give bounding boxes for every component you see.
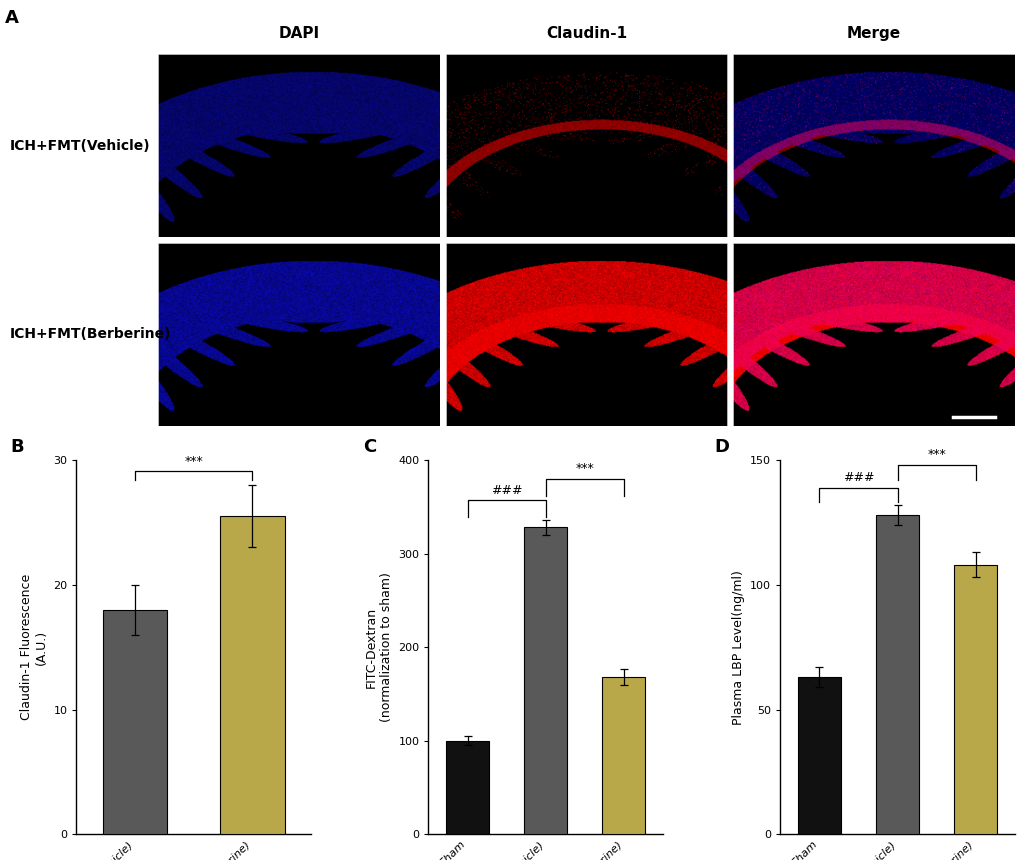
Text: B: B	[11, 438, 24, 456]
Text: ###: ###	[842, 470, 873, 484]
Text: ***: ***	[184, 455, 203, 468]
Text: D: D	[714, 438, 729, 456]
Text: Merge: Merge	[846, 26, 901, 41]
Text: DAPI: DAPI	[278, 26, 319, 41]
Y-axis label: Claudin-1 Fluorescence
(A.U.): Claudin-1 Fluorescence (A.U.)	[19, 574, 48, 721]
Text: ***: ***	[926, 448, 946, 461]
Text: Claudin-1: Claudin-1	[545, 26, 627, 41]
Bar	[524, 527, 567, 834]
Text: C: C	[363, 438, 376, 456]
Bar	[954, 565, 997, 834]
Bar	[220, 516, 284, 834]
Text: A: A	[5, 9, 19, 27]
Bar	[445, 740, 488, 834]
Bar	[875, 515, 918, 834]
Y-axis label: Plasma LBP Level(ng/ml): Plasma LBP Level(ng/ml)	[731, 569, 744, 725]
Bar	[103, 610, 167, 834]
Text: ICH+FMT(Vehicle): ICH+FMT(Vehicle)	[10, 138, 151, 153]
Text: ***: ***	[575, 462, 594, 475]
Bar	[797, 677, 840, 834]
Text: ###: ###	[490, 483, 522, 496]
Y-axis label: FITC-Dextran
(normalization to sham): FITC-Dextran (normalization to sham)	[365, 572, 392, 722]
Bar	[602, 677, 645, 834]
Text: ICH+FMT(Berberine): ICH+FMT(Berberine)	[10, 327, 171, 341]
